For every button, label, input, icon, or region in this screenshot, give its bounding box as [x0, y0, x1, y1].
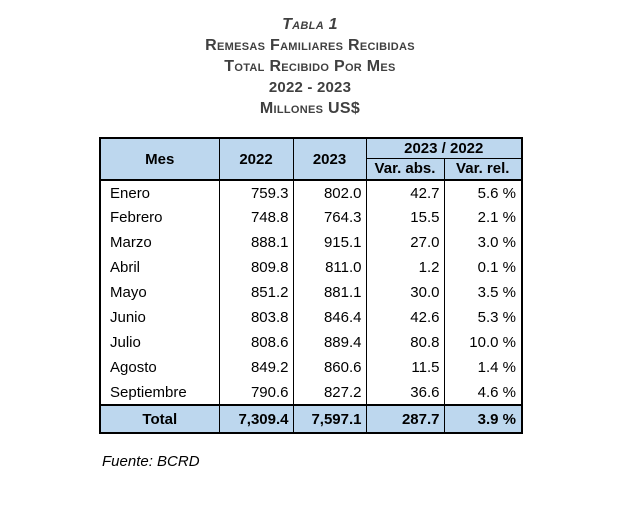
- header-var-rel: Var. rel.: [443, 157, 523, 181]
- var-rel-cell: 1.4 %: [443, 355, 523, 380]
- value-2023-cell: 881.1: [292, 280, 367, 305]
- var-abs-cell: 42.6: [365, 305, 445, 330]
- table-row: Julio 808.6 889.4 80.8 10.0 %: [99, 330, 523, 355]
- value-2023-cell: 846.4: [292, 305, 367, 330]
- var-rel-cell: 3.5 %: [443, 280, 523, 305]
- month-cell: Mayo: [99, 280, 220, 305]
- value-2023-cell: 860.6: [292, 355, 367, 380]
- value-2023-cell: 811.0: [292, 255, 367, 280]
- value-2022-cell: 803.8: [218, 305, 294, 330]
- var-rel-cell: 5.6 %: [443, 179, 523, 205]
- total-var-rel-cell: 3.9 %: [443, 404, 523, 433]
- total-2022-cell: 7,309.4: [218, 404, 294, 433]
- total-row: Total 7,309.4 7,597.1 287.7 3.9 %: [99, 404, 523, 433]
- var-abs-cell: 15.5: [365, 205, 445, 230]
- value-2022-cell: 851.2: [218, 280, 294, 305]
- header-row-top: Mes 2022 2023 2023 / 2022: [99, 137, 523, 181]
- table-row: Mayo 851.2 881.1 30.0 3.5 %: [99, 280, 523, 305]
- total-var-abs-cell: 287.7: [365, 404, 445, 433]
- var-rel-cell: 5.3 %: [443, 305, 523, 330]
- source-note: Fuente: BCRD: [102, 453, 200, 470]
- value-2022-cell: 809.8: [218, 255, 294, 280]
- value-2022-cell: 759.3: [218, 179, 294, 205]
- remittances-table: Mes 2022 2023 2023 / 2022 Var. abs. Var.…: [99, 137, 523, 434]
- table-body: Enero 759.3 802.0 42.7 5.6 % Febrero 748…: [99, 179, 523, 433]
- value-2023-cell: 802.0: [292, 179, 367, 205]
- month-cell: Marzo: [99, 230, 220, 255]
- value-2022-cell: 849.2: [218, 355, 294, 380]
- title-remesas: Remesas Familiares Recibidas: [205, 37, 415, 54]
- var-abs-cell: 11.5: [365, 355, 445, 380]
- total-2023-cell: 7,597.1: [292, 404, 367, 433]
- value-2022-cell: 808.6: [218, 330, 294, 355]
- month-cell: Febrero: [99, 205, 220, 230]
- value-2023-cell: 764.3: [292, 205, 367, 230]
- table-header: Mes 2022 2023 2023 / 2022 Var. abs. Var.…: [99, 137, 523, 181]
- header-mes: Mes: [99, 137, 220, 181]
- value-2023-cell: 827.2: [292, 380, 367, 405]
- month-cell: Julio: [99, 330, 220, 355]
- var-abs-cell: 30.0: [365, 280, 445, 305]
- var-abs-cell: 1.2: [365, 255, 445, 280]
- content-area: Tabla 1 Remesas Familiares Recibidas Tot…: [99, 14, 523, 470]
- var-rel-cell: 4.6 %: [443, 380, 523, 405]
- table-row: Septiembre 790.6 827.2 36.6 4.6 %: [99, 380, 523, 405]
- month-cell: Abril: [99, 255, 220, 280]
- total-label-cell: Total: [99, 404, 220, 433]
- header-2023: 2023: [292, 137, 367, 181]
- month-cell: Junio: [99, 305, 220, 330]
- month-cell: Agosto: [99, 355, 220, 380]
- value-2022-cell: 888.1: [218, 230, 294, 255]
- var-rel-cell: 2.1 %: [443, 205, 523, 230]
- value-2022-cell: 790.6: [218, 380, 294, 405]
- table-number-title: Tabla 1: [282, 16, 338, 33]
- title-block: Tabla 1 Remesas Familiares Recibidas Tot…: [99, 14, 521, 119]
- var-abs-cell: 36.6: [365, 380, 445, 405]
- table-row: Enero 759.3 802.0 42.7 5.6 %: [99, 179, 523, 205]
- var-rel-cell: 10.0 %: [443, 330, 523, 355]
- var-rel-cell: 0.1 %: [443, 255, 523, 280]
- header-row-sub: Var. abs. Var. rel.: [100, 157, 523, 181]
- table-row: Febrero 748.8 764.3 15.5 2.1 %: [99, 205, 523, 230]
- header-comparison: 2023 / 2022: [365, 137, 523, 159]
- var-abs-cell: 27.0: [365, 230, 445, 255]
- table-row: Junio 803.8 846.4 42.6 5.3 %: [99, 305, 523, 330]
- table-row: Abril 809.8 811.0 1.2 0.1 %: [99, 255, 523, 280]
- var-rel-cell: 3.0 %: [443, 230, 523, 255]
- table-row: Marzo 888.1 915.1 27.0 3.0 %: [99, 230, 523, 255]
- header-var-abs: Var. abs.: [365, 157, 445, 181]
- title-total-por-mes: Total Recibido Por Mes: [224, 58, 396, 75]
- value-2022-cell: 748.8: [218, 205, 294, 230]
- value-2023-cell: 915.1: [292, 230, 367, 255]
- title-units: Millones US$: [259, 100, 361, 117]
- value-2023-cell: 889.4: [292, 330, 367, 355]
- month-cell: Enero: [99, 179, 220, 205]
- title-years: 2022 - 2023: [268, 79, 352, 96]
- var-abs-cell: 42.7: [365, 179, 445, 205]
- var-abs-cell: 80.8: [365, 330, 445, 355]
- table-row: Agosto 849.2 860.6 11.5 1.4 %: [99, 355, 523, 380]
- header-2022: 2022: [218, 137, 294, 181]
- month-cell: Septiembre: [99, 380, 220, 405]
